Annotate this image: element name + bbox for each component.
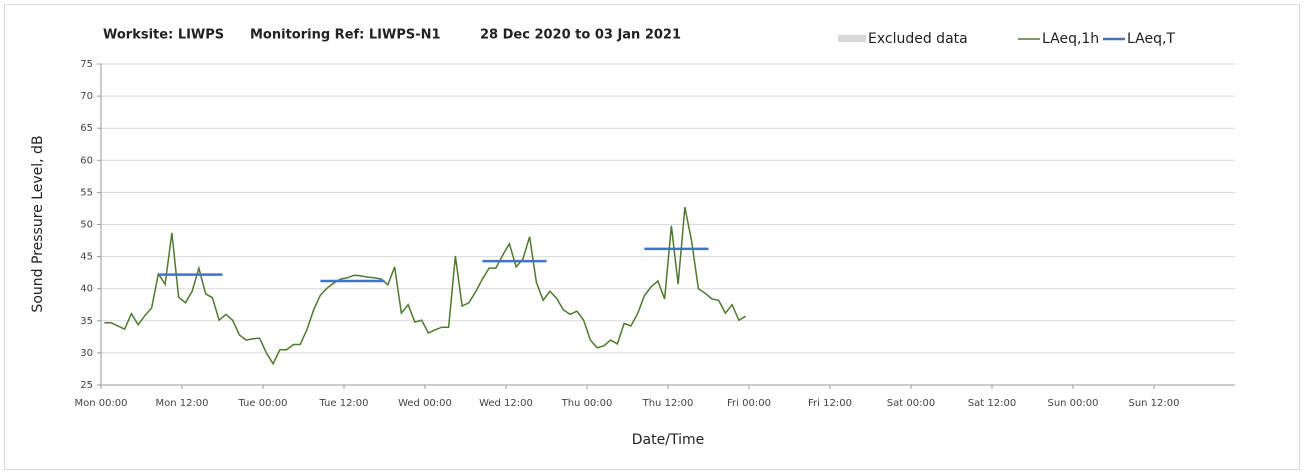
x-tick-label: Wed 12:00 [479,398,533,409]
x-tick-label: Tue 12:00 [318,398,368,409]
y-tick-label: 50 [80,220,93,231]
x-tick-label: Mon 00:00 [74,398,127,409]
title-dates: 28 Dec 2020 to 03 Jan 2021 [480,28,681,43]
x-tick-label: Sat 00:00 [887,398,935,409]
legend-swatch [838,35,866,42]
title-site: Worksite: LIWPS [103,28,224,43]
y-tick-label: 70 [80,91,93,102]
y-tick-label: 55 [80,187,93,198]
y-tick-label: 75 [80,59,93,70]
y-tick-label: 45 [80,252,93,263]
y-tick-label: 25 [80,380,93,391]
x-tick-label: Thu 00:00 [561,398,613,409]
x-tick-label: Wed 00:00 [398,398,452,409]
x-axis-label: Date/Time [632,432,704,448]
y-tick-label: 60 [80,155,93,166]
y-tick-label: 30 [80,348,93,359]
x-tick-label: Fri 12:00 [808,398,852,409]
legend-label: LAeq,1h [1042,31,1099,47]
chart-frame [4,4,1300,470]
title-ref: Monitoring Ref: LIWPS-N1 [250,28,441,43]
y-axis-label: Sound Pressure Level, dB [30,135,46,312]
x-tick-label: Tue 00:00 [237,398,287,409]
x-tick-label: Thu 12:00 [642,398,694,409]
x-tick-label: Sun 12:00 [1128,398,1179,409]
x-tick-label: Sun 00:00 [1047,398,1098,409]
y-tick-label: 40 [80,284,93,295]
y-tick-label: 35 [80,316,93,327]
x-tick-label: Fri 00:00 [727,398,771,409]
x-tick-label: Mon 12:00 [155,398,208,409]
x-tick-label: Sat 12:00 [968,398,1016,409]
legend-label: LAeq,T [1127,31,1175,47]
y-tick-label: 65 [80,123,93,134]
legend-label: Excluded data [868,31,968,47]
series-line [104,207,746,366]
